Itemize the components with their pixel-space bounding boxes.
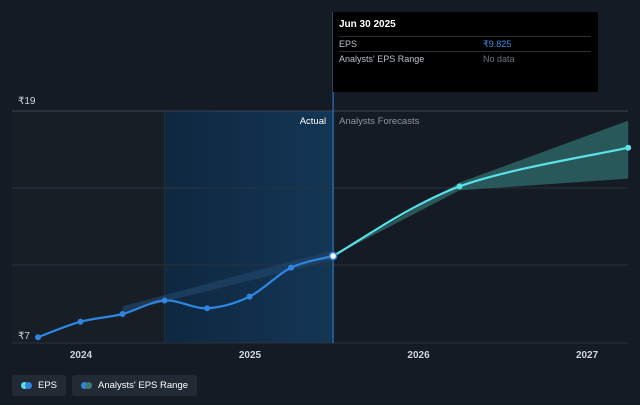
eps-actual-point: [288, 264, 295, 271]
x-tick-label: 2027: [576, 350, 599, 361]
actual-region: [164, 111, 334, 343]
tooltip-date: Jun 30 2025: [339, 19, 396, 30]
legend-eps[interactable]: EPS: [12, 375, 67, 396]
legend-eps-label: EPS: [38, 380, 58, 391]
range-band: [333, 120, 629, 257]
section-label-actual: Actual: [300, 116, 326, 127]
eps-highlight-point: [328, 251, 338, 261]
tooltip-range-value: No data: [483, 54, 515, 64]
legend-range-label: Analysts' EPS Range: [98, 380, 189, 391]
x-tick-label: 2026: [407, 350, 430, 361]
x-tick-label: 2025: [239, 350, 262, 361]
tooltip-eps-label: EPS: [339, 39, 358, 49]
tooltip-row-range: Analysts' EPS Range No data: [339, 51, 591, 66]
tooltip-range-label: Analysts' EPS Range: [339, 54, 425, 64]
eps-forecast-point: [625, 144, 632, 151]
eps-actual-point: [161, 297, 168, 304]
y-tick-label-min: ₹7: [18, 331, 30, 342]
y-tick-label-max: ₹19: [18, 96, 36, 107]
range-dot-icon: [81, 382, 93, 389]
legend-range[interactable]: Analysts' EPS Range: [72, 375, 198, 396]
eps-forecast-point: [456, 183, 463, 190]
eps-dot-icon: [21, 382, 32, 389]
actual-range-band: [122, 250, 334, 313]
eps-actual-point: [77, 318, 84, 325]
tooltip-eps-value: ₹9.825: [483, 39, 512, 49]
eps-actual-point: [204, 305, 211, 312]
tooltip-row-eps: EPS ₹9.825: [339, 36, 591, 51]
eps-actual-point: [119, 311, 126, 317]
tooltip: Jun 30 2025 EPS ₹9.825 Analysts' EPS Ran…: [333, 12, 598, 92]
eps-actual-point: [35, 334, 42, 341]
section-label-forecast: Analysts Forecasts: [339, 116, 419, 127]
x-tick-label: 2024: [70, 350, 93, 361]
eps-actual-point: [246, 293, 253, 300]
legend: EPS Analysts' EPS Range: [12, 375, 198, 396]
eps-actual-line: [37, 254, 334, 339]
